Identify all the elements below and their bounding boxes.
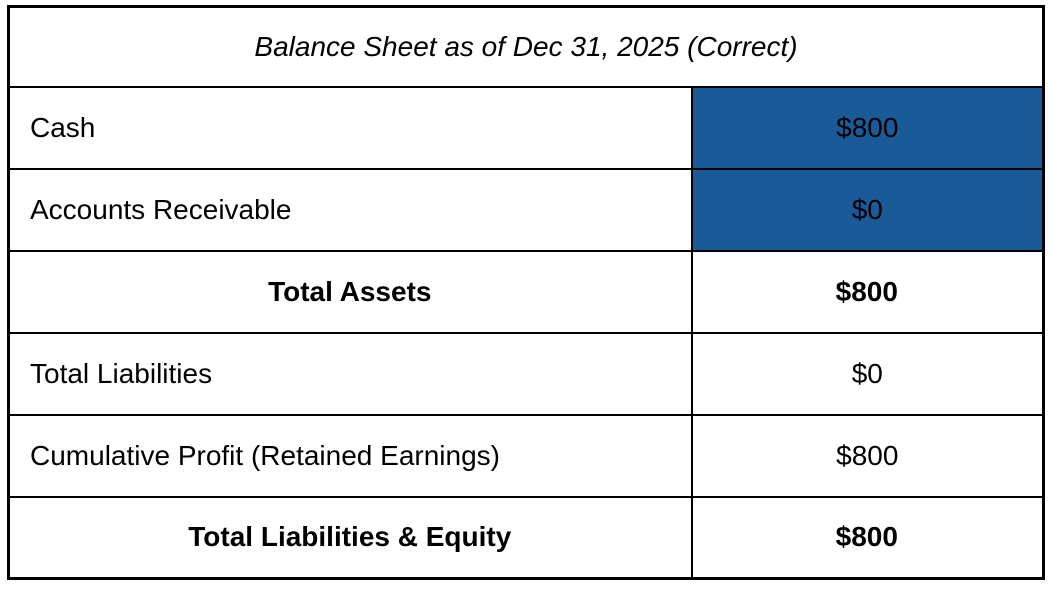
row-label-cumulative-profit: Cumulative Profit (Retained Earnings) [7, 413, 693, 498]
row-value-total-assets: $800 [690, 249, 1045, 334]
row-value-cumulative-profit: $800 [690, 413, 1045, 498]
table-row: Total Liabilities $0 [7, 331, 1045, 416]
table-row: Cash $800 [7, 85, 1045, 170]
table-row-title: Balance Sheet as of Dec 31, 2025 (Correc… [7, 5, 1045, 88]
row-value-total-liabilities: $0 [690, 331, 1045, 416]
balance-sheet-table: Balance Sheet as of Dec 31, 2025 (Correc… [7, 5, 1045, 580]
table-title: Balance Sheet as of Dec 31, 2025 (Correc… [7, 5, 1045, 88]
table-row: Total Assets $800 [7, 249, 1045, 334]
row-label-total-liabilities-equity: Total Liabilities & Equity [7, 495, 693, 580]
row-value-cash: $800 [690, 85, 1045, 170]
row-label-cash: Cash [7, 85, 693, 170]
row-value-accounts-receivable: $0 [690, 167, 1045, 252]
row-label-total-liabilities: Total Liabilities [7, 331, 693, 416]
row-label-total-assets: Total Assets [7, 249, 693, 334]
table-row: Total Liabilities & Equity $800 [7, 495, 1045, 580]
table-row: Accounts Receivable $0 [7, 167, 1045, 252]
row-label-accounts-receivable: Accounts Receivable [7, 167, 693, 252]
table-row: Cumulative Profit (Retained Earnings) $8… [7, 413, 1045, 498]
row-value-total-liabilities-equity: $800 [690, 495, 1045, 580]
